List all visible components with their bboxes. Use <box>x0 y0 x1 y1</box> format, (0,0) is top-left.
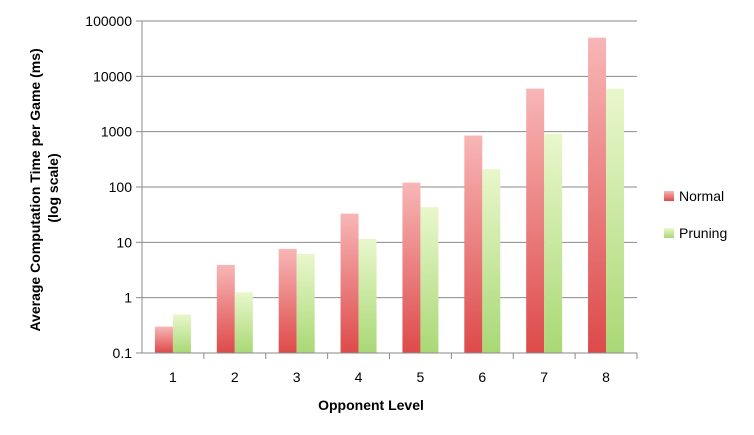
axis-labels: Opponent Level Average Computation Time … <box>27 44 424 413</box>
y-axis-title-line-1: Average Computation Time per Game (ms) <box>27 48 43 331</box>
x-tick-label: 3 <box>293 369 301 385</box>
legend-label-normal: Normal <box>679 188 724 204</box>
y-tick-label: 100 <box>109 179 133 195</box>
bar-normal-8 <box>588 37 607 354</box>
x-axis-title: Opponent Level <box>318 397 424 413</box>
legend-swatch-pruning <box>664 228 674 238</box>
bar-normal-7 <box>526 88 545 354</box>
y-axis-title: Average Computation Time per Game (ms) (… <box>27 44 61 331</box>
y-tick-label: 1000 <box>101 124 132 140</box>
x-tick-label: 2 <box>231 369 239 385</box>
axes: 0.1 1 10 100 1000 10000 100000 1 2 3 4 5 6 7 8 <box>85 13 638 385</box>
bar-pruning-5 <box>420 207 439 353</box>
bar-normal-2 <box>216 264 235 353</box>
y-axis-title-line-2: (log scale) <box>45 153 61 222</box>
x-tick-label: 4 <box>355 369 363 385</box>
y-tick-label: 10000 <box>93 68 132 84</box>
y-tick-label: 10 <box>116 234 132 250</box>
legend: Normal Pruning <box>664 188 727 241</box>
bar-pruning-4 <box>358 238 377 353</box>
bar-pruning-3 <box>296 253 315 353</box>
bar-normal-4 <box>340 213 359 353</box>
x-tick-label: 6 <box>478 369 486 385</box>
x-tick-label: 8 <box>602 369 610 385</box>
y-tick-label: 100000 <box>85 13 132 29</box>
gridlines <box>142 20 637 299</box>
legend-label-pruning: Pruning <box>679 225 727 241</box>
legend-swatch-normal <box>664 191 674 201</box>
bar-pruning-7 <box>544 133 563 353</box>
bar-normal-6 <box>464 135 483 353</box>
bar-pruning-6 <box>482 169 501 353</box>
x-tick-label: 5 <box>417 369 425 385</box>
bar-pruning-2 <box>234 292 253 353</box>
bars <box>154 37 625 354</box>
bar-normal-3 <box>278 248 297 353</box>
x-tick-label: 1 <box>169 369 177 385</box>
bar-normal-5 <box>402 182 421 353</box>
y-tick-label: 1 <box>124 290 132 306</box>
bar-pruning-8 <box>606 88 625 354</box>
bar-normal-1 <box>154 326 173 353</box>
y-tick-label: 0.1 <box>113 345 133 361</box>
x-tick-label: 7 <box>540 369 548 385</box>
bar-pruning-1 <box>172 314 191 353</box>
